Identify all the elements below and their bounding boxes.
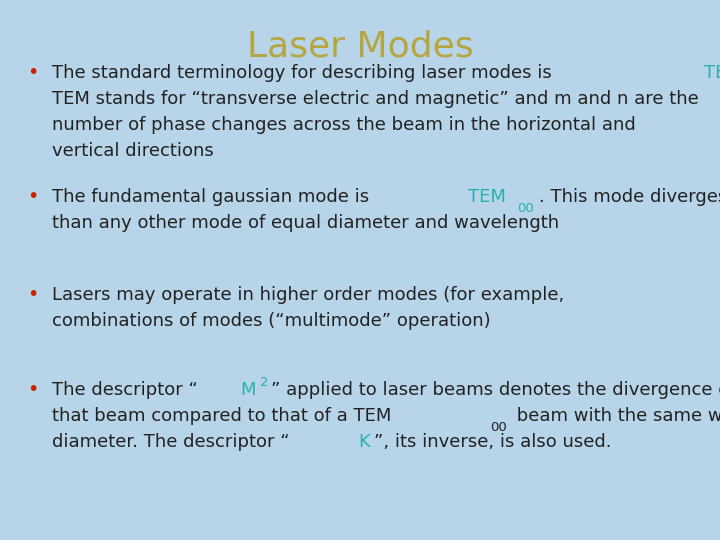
- Text: ” applied to laser beams denotes the divergence of: ” applied to laser beams denotes the div…: [271, 381, 720, 399]
- Text: ”, its inverse, is also used.: ”, its inverse, is also used.: [374, 433, 611, 451]
- Text: •: •: [27, 63, 39, 82]
- Text: TEM: TEM: [469, 188, 506, 206]
- Text: 00: 00: [518, 202, 534, 215]
- Text: Laser Modes: Laser Modes: [247, 30, 473, 64]
- Text: •: •: [27, 285, 39, 303]
- Text: diameter. The descriptor “: diameter. The descriptor “: [52, 433, 289, 451]
- Text: beam with the same waist: beam with the same waist: [511, 407, 720, 425]
- Text: TEM stands for “transverse electric and magnetic” and m and n are the: TEM stands for “transverse electric and …: [52, 90, 698, 108]
- Text: •: •: [27, 380, 39, 399]
- Text: Lasers may operate in higher order modes (for example,: Lasers may operate in higher order modes…: [52, 286, 570, 303]
- Text: that beam compared to that of a TEM: that beam compared to that of a TEM: [52, 407, 391, 425]
- Text: number of phase changes across the beam in the horizontal and: number of phase changes across the beam …: [52, 116, 636, 134]
- Text: •: •: [27, 187, 39, 206]
- Text: than any other mode of equal diameter and wavelength: than any other mode of equal diameter an…: [52, 214, 559, 232]
- Text: . This mode diverges less: . This mode diverges less: [539, 188, 720, 206]
- Text: 00: 00: [490, 421, 506, 434]
- Text: K: K: [359, 433, 370, 451]
- Text: The fundamental gaussian mode is: The fundamental gaussian mode is: [52, 188, 374, 206]
- Text: M: M: [240, 381, 256, 399]
- Text: vertical directions: vertical directions: [52, 142, 214, 160]
- Text: The standard terminology for describing laser modes is: The standard terminology for describing …: [52, 64, 557, 82]
- Text: 2: 2: [260, 375, 269, 389]
- Text: The descriptor “: The descriptor “: [52, 381, 198, 399]
- Text: combinations of modes (“multimode” operation): combinations of modes (“multimode” opera…: [52, 312, 490, 329]
- Text: TEM: TEM: [704, 64, 720, 82]
